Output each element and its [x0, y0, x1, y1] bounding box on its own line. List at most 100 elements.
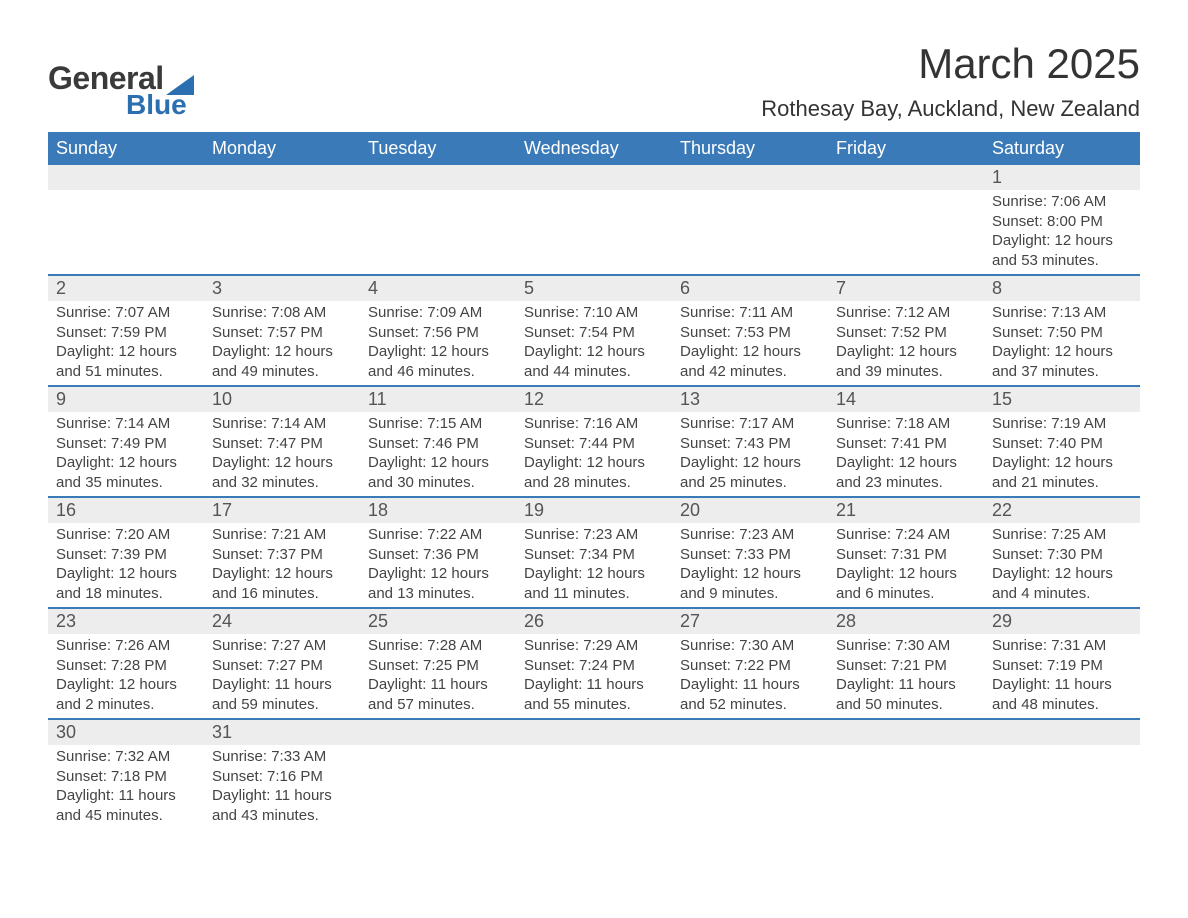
day-number: 2	[48, 276, 204, 301]
day-number	[672, 165, 828, 190]
sunrise-text: Sunrise: 7:15 AM	[368, 414, 508, 434]
day-number: 19	[516, 498, 672, 523]
calendar-cell: 29Sunrise: 7:31 AMSunset: 7:19 PMDayligh…	[984, 608, 1140, 719]
sunrise-text: Sunrise: 7:07 AM	[56, 303, 196, 323]
daylight-text: Daylight: 11 hours and 55 minutes.	[524, 675, 664, 714]
sunrise-text: Sunrise: 7:30 AM	[836, 636, 976, 656]
daylight-text: Daylight: 12 hours and 53 minutes.	[992, 231, 1132, 270]
cell-body	[828, 190, 984, 266]
sunrise-text: Sunrise: 7:13 AM	[992, 303, 1132, 323]
daylight-text: Daylight: 12 hours and 49 minutes.	[212, 342, 352, 381]
sunrise-text: Sunrise: 7:25 AM	[992, 525, 1132, 545]
calendar-cell: 24Sunrise: 7:27 AMSunset: 7:27 PMDayligh…	[204, 608, 360, 719]
sunset-text: Sunset: 8:00 PM	[992, 212, 1132, 232]
calendar-cell: 23Sunrise: 7:26 AMSunset: 7:28 PMDayligh…	[48, 608, 204, 719]
sunset-text: Sunset: 7:56 PM	[368, 323, 508, 343]
logo: General Blue	[48, 60, 194, 121]
day-number: 31	[204, 720, 360, 745]
cell-body: Sunrise: 7:21 AMSunset: 7:37 PMDaylight:…	[204, 523, 360, 607]
calendar-cell: 3Sunrise: 7:08 AMSunset: 7:57 PMDaylight…	[204, 275, 360, 386]
daylight-text: Daylight: 11 hours and 52 minutes.	[680, 675, 820, 714]
sunrise-text: Sunrise: 7:23 AM	[680, 525, 820, 545]
day-number: 25	[360, 609, 516, 634]
cell-body: Sunrise: 7:18 AMSunset: 7:41 PMDaylight:…	[828, 412, 984, 496]
calendar-week-row: 1Sunrise: 7:06 AMSunset: 8:00 PMDaylight…	[48, 165, 1140, 275]
sunset-text: Sunset: 7:54 PM	[524, 323, 664, 343]
calendar-cell	[204, 165, 360, 275]
calendar-week-row: 23Sunrise: 7:26 AMSunset: 7:28 PMDayligh…	[48, 608, 1140, 719]
cell-body	[516, 745, 672, 821]
sunset-text: Sunset: 7:30 PM	[992, 545, 1132, 565]
sunset-text: Sunset: 7:43 PM	[680, 434, 820, 454]
daylight-text: Daylight: 12 hours and 2 minutes.	[56, 675, 196, 714]
calendar-cell: 25Sunrise: 7:28 AMSunset: 7:25 PMDayligh…	[360, 608, 516, 719]
calendar-cell: 11Sunrise: 7:15 AMSunset: 7:46 PMDayligh…	[360, 386, 516, 497]
daylight-text: Daylight: 11 hours and 43 minutes.	[212, 786, 352, 825]
daylight-text: Daylight: 12 hours and 25 minutes.	[680, 453, 820, 492]
daylight-text: Daylight: 11 hours and 45 minutes.	[56, 786, 196, 825]
sunrise-text: Sunrise: 7:28 AM	[368, 636, 508, 656]
calendar-week-row: 16Sunrise: 7:20 AMSunset: 7:39 PMDayligh…	[48, 497, 1140, 608]
title-block: March 2025 Rothesay Bay, Auckland, New Z…	[761, 40, 1140, 122]
cell-body	[672, 745, 828, 821]
sunset-text: Sunset: 7:41 PM	[836, 434, 976, 454]
calendar-cell: 6Sunrise: 7:11 AMSunset: 7:53 PMDaylight…	[672, 275, 828, 386]
calendar-cell: 13Sunrise: 7:17 AMSunset: 7:43 PMDayligh…	[672, 386, 828, 497]
calendar-cell: 12Sunrise: 7:16 AMSunset: 7:44 PMDayligh…	[516, 386, 672, 497]
sunrise-text: Sunrise: 7:23 AM	[524, 525, 664, 545]
month-title: March 2025	[761, 40, 1140, 88]
cell-body	[48, 190, 204, 266]
day-number: 18	[360, 498, 516, 523]
day-number	[828, 165, 984, 190]
sunrise-text: Sunrise: 7:14 AM	[56, 414, 196, 434]
daylight-text: Daylight: 12 hours and 21 minutes.	[992, 453, 1132, 492]
day-number: 5	[516, 276, 672, 301]
sunrise-text: Sunrise: 7:18 AM	[836, 414, 976, 434]
sunrise-text: Sunrise: 7:14 AM	[212, 414, 352, 434]
sunset-text: Sunset: 7:19 PM	[992, 656, 1132, 676]
sunrise-text: Sunrise: 7:17 AM	[680, 414, 820, 434]
sunrise-text: Sunrise: 7:29 AM	[524, 636, 664, 656]
cell-body: Sunrise: 7:07 AMSunset: 7:59 PMDaylight:…	[48, 301, 204, 385]
daylight-text: Daylight: 12 hours and 9 minutes.	[680, 564, 820, 603]
daylight-text: Daylight: 11 hours and 50 minutes.	[836, 675, 976, 714]
cell-body	[516, 190, 672, 266]
daylight-text: Daylight: 12 hours and 32 minutes.	[212, 453, 352, 492]
day-number	[984, 720, 1140, 745]
cell-body: Sunrise: 7:15 AMSunset: 7:46 PMDaylight:…	[360, 412, 516, 496]
daylight-text: Daylight: 12 hours and 39 minutes.	[836, 342, 976, 381]
cell-body: Sunrise: 7:30 AMSunset: 7:21 PMDaylight:…	[828, 634, 984, 718]
cell-body: Sunrise: 7:06 AMSunset: 8:00 PMDaylight:…	[984, 190, 1140, 274]
calendar-cell: 31Sunrise: 7:33 AMSunset: 7:16 PMDayligh…	[204, 719, 360, 829]
daylight-text: Daylight: 12 hours and 28 minutes.	[524, 453, 664, 492]
cell-body: Sunrise: 7:08 AMSunset: 7:57 PMDaylight:…	[204, 301, 360, 385]
cell-body: Sunrise: 7:24 AMSunset: 7:31 PMDaylight:…	[828, 523, 984, 607]
day-number: 17	[204, 498, 360, 523]
cell-body: Sunrise: 7:31 AMSunset: 7:19 PMDaylight:…	[984, 634, 1140, 718]
calendar-cell: 19Sunrise: 7:23 AMSunset: 7:34 PMDayligh…	[516, 497, 672, 608]
cell-body	[672, 190, 828, 266]
cell-body	[204, 190, 360, 266]
day-number: 27	[672, 609, 828, 634]
cell-body: Sunrise: 7:12 AMSunset: 7:52 PMDaylight:…	[828, 301, 984, 385]
sunset-text: Sunset: 7:21 PM	[836, 656, 976, 676]
daylight-text: Daylight: 12 hours and 13 minutes.	[368, 564, 508, 603]
sunset-text: Sunset: 7:34 PM	[524, 545, 664, 565]
day-header: Tuesday	[360, 132, 516, 165]
sunset-text: Sunset: 7:50 PM	[992, 323, 1132, 343]
day-number	[672, 720, 828, 745]
cell-body: Sunrise: 7:22 AMSunset: 7:36 PMDaylight:…	[360, 523, 516, 607]
daylight-text: Daylight: 12 hours and 23 minutes.	[836, 453, 976, 492]
day-number: 4	[360, 276, 516, 301]
sunrise-text: Sunrise: 7:09 AM	[368, 303, 508, 323]
cell-body: Sunrise: 7:30 AMSunset: 7:22 PMDaylight:…	[672, 634, 828, 718]
sunset-text: Sunset: 7:40 PM	[992, 434, 1132, 454]
day-header: Monday	[204, 132, 360, 165]
day-number	[48, 165, 204, 190]
day-number: 12	[516, 387, 672, 412]
cell-body: Sunrise: 7:23 AMSunset: 7:34 PMDaylight:…	[516, 523, 672, 607]
cell-body	[360, 190, 516, 266]
logo-text-blue: Blue	[126, 89, 194, 121]
sunset-text: Sunset: 7:24 PM	[524, 656, 664, 676]
day-number: 3	[204, 276, 360, 301]
